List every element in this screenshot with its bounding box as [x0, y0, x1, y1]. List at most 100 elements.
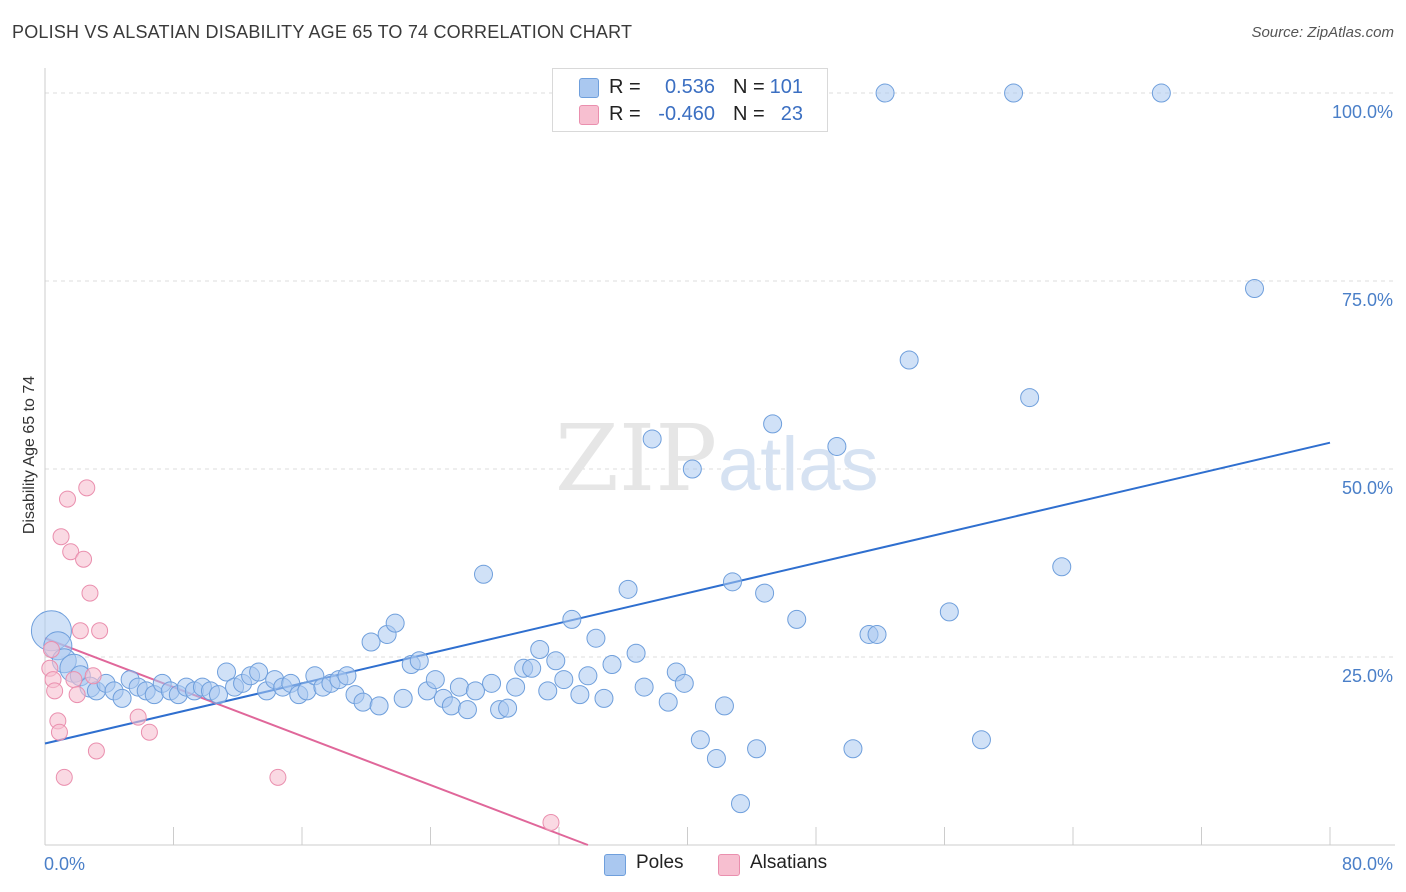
alsatians-point — [269, 768, 287, 786]
alsatians-points — [41, 479, 560, 831]
source-label: Source: ZipAtlas.com — [1251, 24, 1394, 41]
poles-point — [530, 639, 550, 659]
x-tick-label: 0.0% — [44, 854, 85, 874]
r-label: R = — [609, 76, 641, 98]
tick-labels: 25.0% 50.0% 75.0% 100.0% 0.0% 80.0% — [44, 102, 1393, 874]
poles-point — [971, 730, 991, 750]
poles-point — [626, 643, 646, 663]
poles-point — [112, 688, 132, 708]
poles-point — [1052, 557, 1072, 577]
poles-point — [867, 624, 887, 644]
alsatians-point — [129, 708, 147, 726]
poles-swatch-icon — [579, 78, 599, 98]
poles-point — [899, 350, 919, 370]
watermark-zip: ZIP — [555, 405, 717, 512]
poles-point — [875, 83, 895, 103]
poles-point — [249, 662, 269, 682]
poles-point — [457, 700, 477, 720]
grid-lines — [45, 92, 1395, 658]
r-label: R = — [609, 103, 641, 125]
poles-point — [208, 685, 228, 705]
chart-title: POLISH VS ALSATIAN DISABILITY AGE 65 TO … — [12, 22, 633, 42]
alsatians-point — [78, 479, 96, 497]
y-tick-label: 100.0% — [1332, 102, 1393, 122]
n-label: N = — [733, 76, 765, 98]
poles-point — [755, 583, 775, 603]
alsatians-point — [42, 640, 60, 658]
poles-swatch-icon — [604, 854, 626, 876]
alsatians-label: Alsatians — [750, 852, 828, 873]
alsatians-point — [68, 686, 86, 704]
n-label: N = — [733, 103, 765, 125]
poles-point — [1004, 83, 1024, 103]
poles-point — [1151, 83, 1171, 103]
y-tick-label: 50.0% — [1342, 478, 1393, 498]
poles-point — [474, 564, 494, 584]
stats-legend: R = 0.536 N = 101 R = -0.460 N = 23 — [552, 68, 828, 132]
alsatians-point — [50, 723, 68, 741]
n-value: 23 — [780, 103, 803, 125]
alsatians-point — [46, 682, 64, 700]
poles-point — [1020, 388, 1040, 408]
alsatians-point — [542, 813, 560, 831]
poles-point — [393, 688, 413, 708]
alsatians-point — [84, 667, 102, 685]
poles-point — [409, 651, 429, 671]
axes — [44, 68, 1395, 846]
poles-point — [425, 670, 445, 690]
poles-point — [498, 698, 518, 718]
poles-point — [1245, 279, 1265, 299]
alsatians-point — [91, 622, 109, 640]
poles-point — [369, 696, 389, 716]
poles-point — [747, 739, 767, 759]
poles-label: Poles — [636, 852, 684, 873]
watermark: ZIP atlas — [555, 405, 879, 512]
poles-point — [843, 739, 863, 759]
poles-point — [465, 681, 485, 701]
r-value: 0.536 — [664, 76, 715, 98]
poles-point — [594, 688, 614, 708]
poles-point — [385, 613, 405, 633]
poles-point — [578, 666, 598, 686]
y-tick-label: 25.0% — [1342, 666, 1393, 686]
poles-point — [714, 696, 734, 716]
n-value: 101 — [769, 76, 803, 98]
watermark-atlas: atlas — [718, 422, 879, 507]
x-tick-label: 80.0% — [1342, 854, 1393, 874]
alsatians-swatch-icon — [579, 105, 599, 125]
alsatians-point — [52, 528, 70, 546]
poles-point — [337, 666, 357, 686]
y-axis-label: Disability Age 65 to 74 — [21, 376, 38, 534]
poles-point — [570, 685, 590, 705]
alsatians-point — [55, 768, 73, 786]
alsatians-point — [87, 742, 105, 760]
poles-point — [939, 602, 959, 622]
poles-point — [674, 673, 694, 693]
alsatians-point — [140, 723, 158, 741]
legend-row-alsatians: R = -0.460 N = 23 — [553, 101, 827, 127]
poles-point — [763, 414, 783, 434]
poles-point — [602, 655, 622, 675]
poles-point — [706, 749, 726, 769]
poles-point — [618, 579, 638, 599]
legend-row-poles: R = 0.536 N = 101 — [553, 74, 827, 100]
poles-point — [634, 677, 654, 697]
poles-point — [546, 651, 566, 671]
poles-points — [30, 83, 1265, 814]
poles-point — [554, 670, 574, 690]
poles-point — [722, 572, 742, 592]
poles-point — [538, 681, 558, 701]
poles-point — [731, 794, 751, 814]
r-value: -0.460 — [658, 103, 715, 125]
y-tick-label: 75.0% — [1342, 290, 1393, 310]
poles-point — [562, 609, 582, 629]
poles-point — [482, 673, 502, 693]
poles-point — [658, 692, 678, 712]
poles-point — [217, 662, 237, 682]
poles-point — [441, 696, 461, 716]
alsatians-point — [75, 550, 93, 568]
poles-point — [506, 677, 526, 697]
alsatians-point — [58, 490, 76, 508]
alsatians-swatch-icon — [718, 854, 740, 876]
alsatians-point — [65, 671, 83, 689]
